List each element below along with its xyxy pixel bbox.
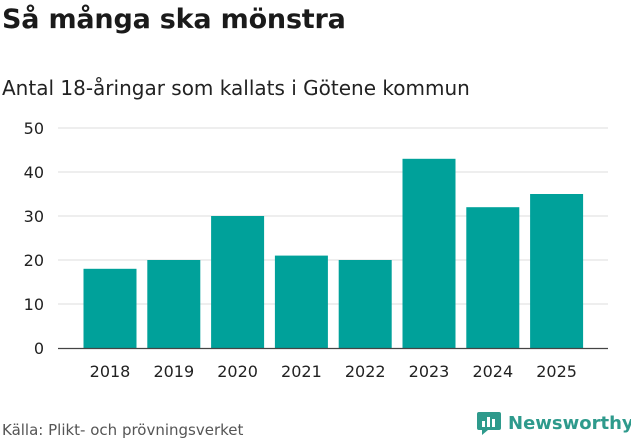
source-note: Källa: Plikt- och prövningsverket xyxy=(2,421,244,439)
bar xyxy=(466,207,520,348)
x-tick-label: 2018 xyxy=(90,362,131,381)
bar xyxy=(147,260,201,348)
bar xyxy=(338,260,392,348)
y-tick-label: 30 xyxy=(24,207,44,226)
brand-name: Newsworthy xyxy=(508,412,631,434)
x-tick-label: 2025 xyxy=(536,362,577,381)
y-tick-label: 40 xyxy=(24,163,44,182)
x-tick-label: 2022 xyxy=(345,362,386,381)
chart-title: Så många ska mönstra xyxy=(2,4,346,35)
bar xyxy=(530,194,584,348)
bar xyxy=(83,268,137,348)
x-tick-label: 2023 xyxy=(409,362,450,381)
x-tick-label: 2021 xyxy=(281,362,322,381)
brand-logo: Newsworthy xyxy=(476,410,631,436)
y-tick-label: 20 xyxy=(24,251,44,270)
y-tick-label: 50 xyxy=(24,119,44,138)
chart-subtitle: Antal 18-åringar som kallats i Götene ko… xyxy=(2,76,470,100)
bar xyxy=(402,158,456,348)
bar xyxy=(274,255,328,348)
bar xyxy=(211,216,265,348)
x-tick-label: 2019 xyxy=(153,362,194,381)
newsworthy-icon xyxy=(477,412,501,435)
y-tick-label: 10 xyxy=(24,295,44,314)
y-tick-label: 0 xyxy=(34,339,44,358)
x-tick-label: 2024 xyxy=(472,362,513,381)
x-tick-label: 2020 xyxy=(217,362,258,381)
